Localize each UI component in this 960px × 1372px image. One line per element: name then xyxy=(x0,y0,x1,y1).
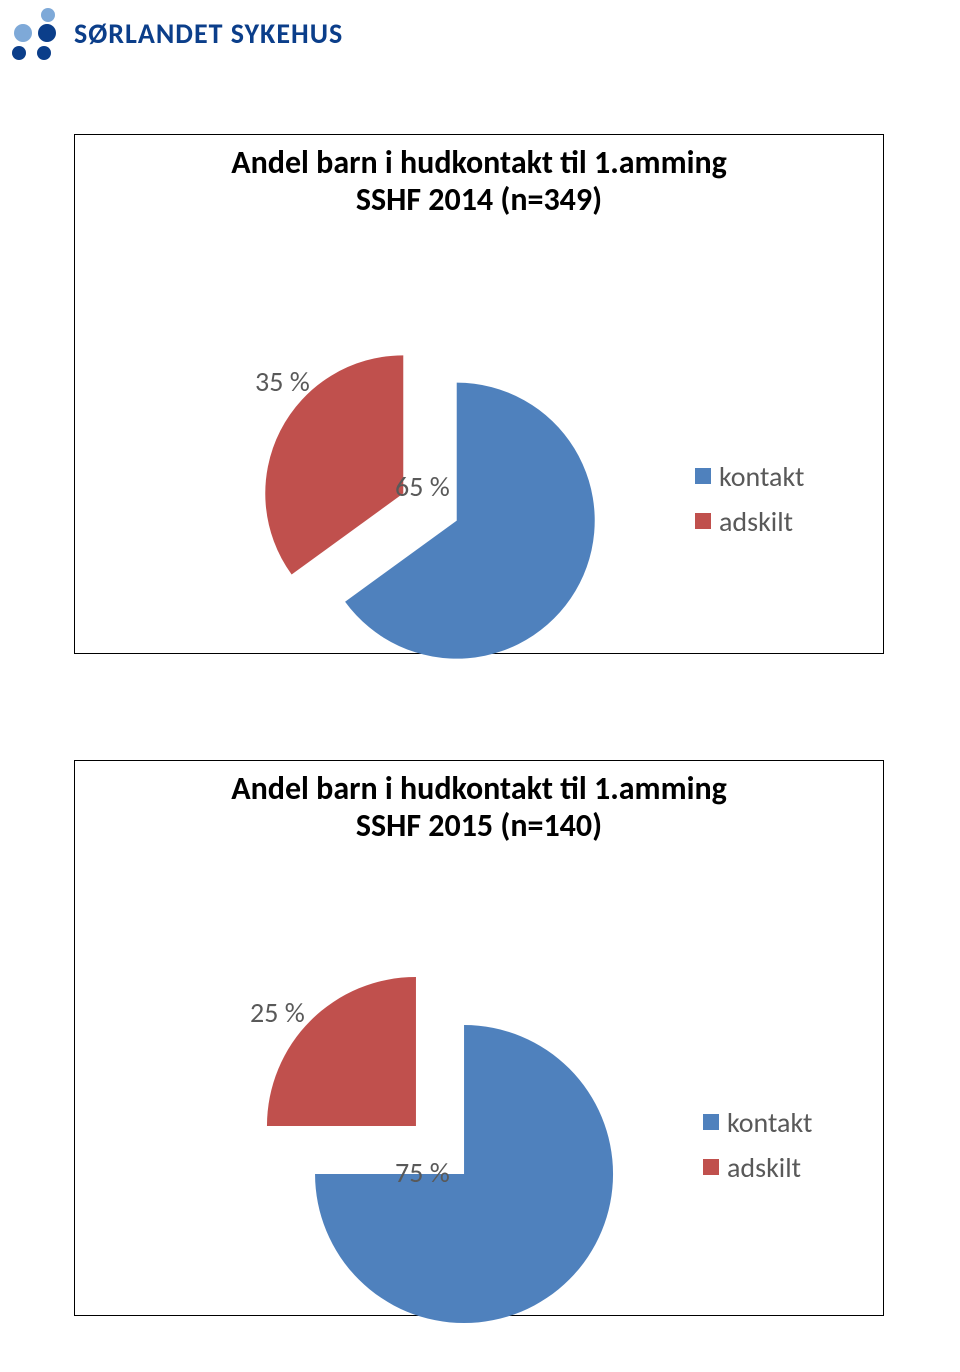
chart-title-line: Andel barn i hudkontakt til 1.amming xyxy=(75,145,883,182)
brand-logo-dots xyxy=(10,6,64,60)
legend-label: kontakt xyxy=(727,1105,812,1140)
legend-label: adskilt xyxy=(719,504,793,539)
chart-body: 65 % 35 % kontakt adskilt xyxy=(75,219,883,649)
legend-swatch xyxy=(703,1159,719,1175)
chart-panel: Andel barn i hudkontakt til 1.ammingSSHF… xyxy=(74,760,884,1316)
legend-item: kontakt xyxy=(703,1105,812,1140)
chart-title-line: SSHF 2014 (n=349) xyxy=(75,182,883,219)
pie-chart xyxy=(255,965,625,1335)
legend-label: kontakt xyxy=(719,459,804,494)
chart-body: 75 % 25 % kontakt adskilt xyxy=(75,845,883,1311)
chart-title: Andel barn i hudkontakt til 1.ammingSSHF… xyxy=(75,145,883,219)
brand-dot xyxy=(41,8,55,22)
chart-panel: Andel barn i hudkontakt til 1.ammingSSHF… xyxy=(74,134,884,654)
legend-item: kontakt xyxy=(695,459,804,494)
chart-legend: kontakt adskilt xyxy=(703,1105,812,1195)
chart-title: Andel barn i hudkontakt til 1.ammingSSHF… xyxy=(75,771,883,845)
pie-data-label: 35 % xyxy=(255,364,310,399)
pie-data-label: 25 % xyxy=(250,995,305,1030)
pie-data-label: 65 % xyxy=(395,469,450,504)
pie-data-label: 75 % xyxy=(395,1155,450,1190)
legend-swatch xyxy=(695,468,711,484)
brand-logo: SØRLANDET SYKEHUS xyxy=(10,6,343,60)
chart-legend: kontakt adskilt xyxy=(695,459,804,549)
legend-item: adskilt xyxy=(695,504,804,539)
brand-dot xyxy=(37,46,51,60)
pie-chart xyxy=(260,337,600,677)
chart-title-line: Andel barn i hudkontakt til 1.amming xyxy=(75,771,883,808)
brand-dot xyxy=(38,24,56,42)
chart-title-line: SSHF 2015 (n=140) xyxy=(75,808,883,845)
page: SØRLANDET SYKEHUS Andel barn i hudkontak… xyxy=(0,0,960,1372)
brand-logo-text: SØRLANDET SYKEHUS xyxy=(74,16,343,51)
legend-label: adskilt xyxy=(727,1150,801,1185)
legend-swatch xyxy=(703,1114,719,1130)
brand-dot xyxy=(14,24,32,42)
legend-swatch xyxy=(695,513,711,529)
legend-item: adskilt xyxy=(703,1150,812,1185)
brand-dot xyxy=(12,46,26,60)
